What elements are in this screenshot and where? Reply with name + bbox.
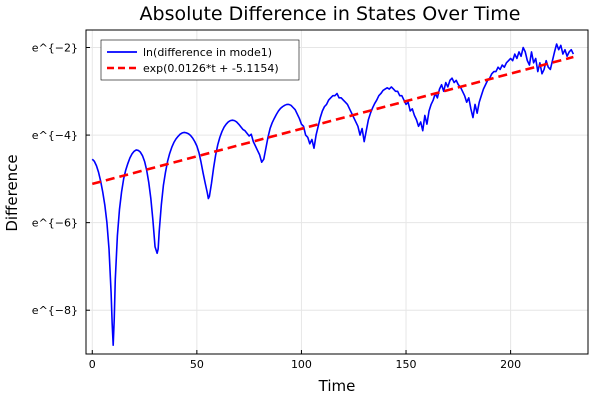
series-line-mode1 (91, 43, 575, 347)
x-tick-label: 150 (396, 358, 417, 371)
legend-label-fit: exp(0.0126*t + -5.1154) (143, 62, 279, 75)
x-tick-label: 0 (89, 358, 96, 371)
x-tick-label: 50 (190, 358, 204, 371)
y-axis-title: Difference (3, 154, 21, 231)
legend: ln(difference in mode1) exp(0.0126*t + -… (100, 39, 300, 81)
chart-title: Absolute Difference in States Over Time (140, 3, 521, 25)
plot-frame (85, 29, 589, 355)
legend-label-mode1: ln(difference in mode1) (143, 46, 272, 59)
grid-lines (86, 30, 588, 354)
series-line-fit (91, 55, 574, 186)
y-tick-label: e^{−2} (32, 42, 78, 55)
x-tick-label: 100 (291, 358, 312, 371)
x-axis-title: Time (318, 377, 356, 395)
x-tick-label: 200 (500, 358, 521, 371)
series-layer (91, 43, 575, 347)
legend-box (100, 39, 300, 81)
axes-layer: 0 50 100 150 200 e^{−8} e^{−6} e^{−4} e^{−2} (32, 42, 521, 371)
y-tick-label: e^{−6} (32, 217, 78, 230)
y-tick-label: e^{−4} (32, 129, 78, 142)
y-tick-label: e^{−8} (32, 304, 78, 317)
